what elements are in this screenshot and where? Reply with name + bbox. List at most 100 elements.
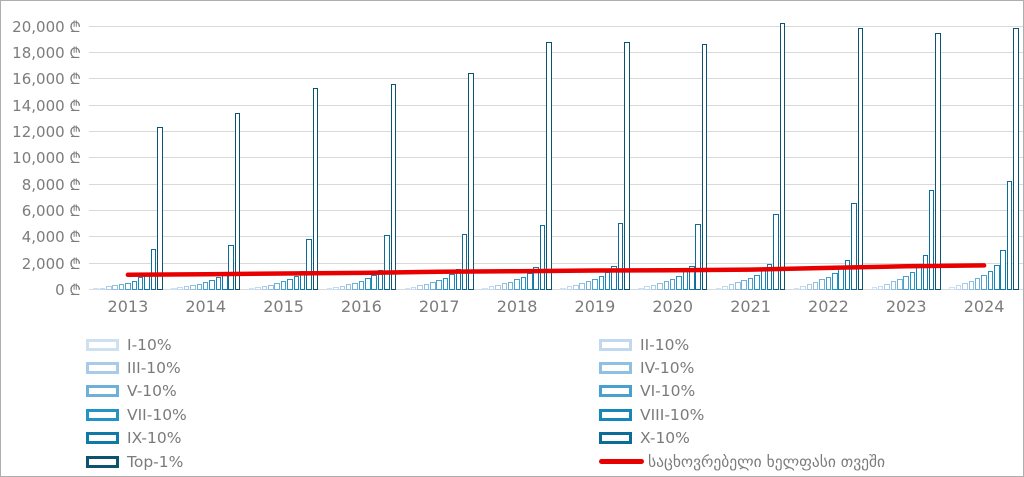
bar-x-10	[384, 234, 390, 290]
bar-ix-10	[455, 268, 462, 290]
x-tick-label: 2013	[107, 297, 149, 316]
bar-group-2019	[556, 9, 634, 290]
legend-label-top-1: Top-1%	[127, 452, 184, 471]
legend-swatch-ii-10-icon	[599, 338, 632, 351]
bar-iv-10	[968, 280, 975, 290]
gridline-14000	[89, 104, 1023, 106]
x-tick-label: 2015	[263, 297, 304, 316]
legend-item-iii-10: III-10%	[86, 356, 187, 379]
bar-viii-10	[527, 272, 533, 290]
bar-ii-10	[410, 286, 417, 290]
bar-vii-10	[442, 277, 449, 290]
bar-group-2023	[867, 9, 945, 290]
bar-v-10	[897, 278, 903, 290]
bar-v-10	[819, 279, 825, 290]
bar-group-2021	[712, 9, 790, 290]
legend-item-top-1: Top-1%	[86, 450, 187, 473]
legend-label-iv-10: IV-10%	[640, 359, 695, 378]
bar-x-10	[228, 245, 234, 290]
y-tick-label: 18,000 ₾	[12, 43, 81, 62]
gridline-20000	[89, 25, 1023, 27]
bar-ii-10	[877, 285, 884, 290]
bar-x-10	[928, 189, 935, 290]
bar-iv-10	[812, 281, 819, 290]
bar-vii-10	[209, 280, 215, 290]
bar-vi-10	[125, 282, 131, 290]
legend-label-iii-10: III-10%	[127, 359, 181, 378]
legend-swatch-x-10-icon	[599, 432, 632, 445]
legend-label-i-10: I-10%	[127, 335, 172, 354]
gridline-12000	[89, 130, 1023, 132]
bar-vii-10	[987, 271, 994, 290]
bar-ii-10	[644, 286, 650, 290]
gridline-18000	[89, 51, 1023, 53]
bar-viii-10	[604, 271, 611, 290]
bar-i-10	[871, 287, 878, 290]
bar-x-10	[461, 234, 468, 290]
bar-top-1	[701, 43, 708, 290]
bar-v-10	[274, 283, 280, 290]
bar-x-10	[617, 223, 624, 290]
legend-label-x-10: X-10%	[640, 429, 690, 448]
legend-item-ii-10: II-10%	[599, 333, 885, 356]
legend-swatch-viii-10-icon	[599, 408, 632, 421]
bar-group-2018	[478, 9, 556, 290]
bar-i-10	[93, 288, 99, 290]
bar-top-1	[157, 126, 163, 290]
bar-ix-10	[844, 259, 851, 290]
legend-item-vii-10: VII-10%	[86, 403, 187, 426]
bar-top-1	[390, 84, 397, 290]
bar-iv-10	[890, 281, 897, 290]
bar-x-10	[695, 224, 701, 290]
bar-x-10	[539, 224, 546, 290]
bar-iii-10	[806, 283, 813, 290]
bar-vii-10	[287, 279, 293, 290]
gridline-4000	[89, 236, 1023, 238]
bar-iii-10	[650, 284, 657, 290]
bar-ix-10	[377, 269, 384, 290]
legend-swatch-v-10-icon	[86, 385, 119, 398]
bar-vii-10	[832, 273, 838, 290]
bar-vi-10	[280, 281, 287, 290]
bar-v-10	[430, 282, 436, 290]
bar-top-1	[624, 42, 630, 290]
bar-ix-10	[611, 266, 617, 290]
y-tick-label: 0 ₾	[55, 281, 81, 299]
legend-swatch-vii-10-icon	[86, 408, 119, 421]
legend-label-ix-10: IX-10%	[127, 429, 182, 448]
bar-i-10	[793, 287, 800, 290]
bar-vi-10	[669, 278, 676, 290]
gridline-16000	[89, 78, 1023, 80]
legend-column-right: II-10% IV-10% VI-10% VIII-10% X-10% საცხოვრებ…	[599, 333, 885, 473]
bar-viii-10	[371, 274, 377, 290]
bar-ii-10	[177, 287, 183, 290]
x-tick-label: 2021	[730, 297, 771, 316]
y-tick-label: 8,000 ₾	[21, 175, 81, 194]
bar-vi-10	[358, 280, 365, 290]
x-tick-label: 2014	[185, 297, 227, 316]
bar-i-10	[715, 287, 722, 290]
bar-iii-10	[573, 284, 579, 290]
y-axis: 0 ₾ 2,000 ₾ 4,000 ₾ 6,000 ₾ 8,000 ₾ 10,000 ₾ 1…	[1, 9, 81, 300]
x-tick-label: 2020	[652, 297, 694, 316]
bar-vii-10	[131, 280, 138, 290]
bar-iii-10	[495, 285, 501, 290]
bar-viii-10	[760, 269, 767, 290]
bar-iv-10	[345, 284, 352, 290]
legend: I-10% III-10% V-10% VII-10% IX-10% Top-1% II-1…	[86, 333, 1016, 475]
bar-iii-10	[962, 283, 968, 290]
legend-item-living-wage: საცხოვრებელი ხელფასი თვეში	[599, 450, 885, 473]
bar-iv-10	[579, 283, 585, 290]
x-tick-label: 2019	[574, 297, 616, 316]
x-tick-label: 2022	[808, 297, 849, 316]
x-tick-label: 2018	[496, 297, 538, 316]
bar-iii-10	[884, 283, 890, 290]
bar-i-10	[171, 288, 177, 290]
bar-v-10	[196, 283, 203, 290]
y-tick-label: 14,000 ₾	[12, 96, 81, 115]
bar-i-10	[404, 288, 411, 290]
legend-item-ix-10: IX-10%	[86, 427, 187, 450]
x-tick-label: 2016	[341, 297, 382, 316]
gridline-0	[89, 289, 1023, 290]
